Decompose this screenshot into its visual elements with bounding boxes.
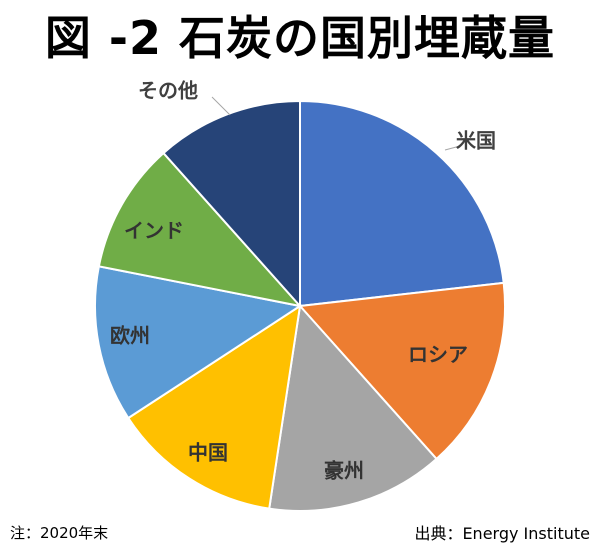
- pie-slice-6: [97, 151, 303, 308]
- chart-title: 図 -2 石炭の国別埋蔵量: [44, 11, 556, 65]
- leader-line-7: [211, 96, 231, 116]
- footnote: 注：2020年末: [10, 524, 109, 542]
- slice-label-3: 豪州: [324, 459, 364, 483]
- slice-label-6: インド: [124, 219, 184, 243]
- pie-slice-3: [268, 303, 438, 512]
- pie-slice-7: [162, 99, 301, 309]
- slice-label-7: その他: [138, 79, 198, 103]
- slice-label-2: ロシア: [408, 343, 468, 367]
- pie-slice-4: [126, 303, 302, 510]
- source-credit: 出典：Energy Institute: [414, 524, 590, 543]
- slice-label-4: 中国: [188, 441, 228, 465]
- slice-label-1: 米国: [456, 129, 496, 153]
- leader-line-1: [444, 145, 461, 151]
- slice-label-5: 欧州: [110, 324, 150, 348]
- pie-slice-5: [94, 265, 303, 420]
- pie-slice-2: [297, 281, 506, 461]
- pie-slice-1: [299, 99, 505, 308]
